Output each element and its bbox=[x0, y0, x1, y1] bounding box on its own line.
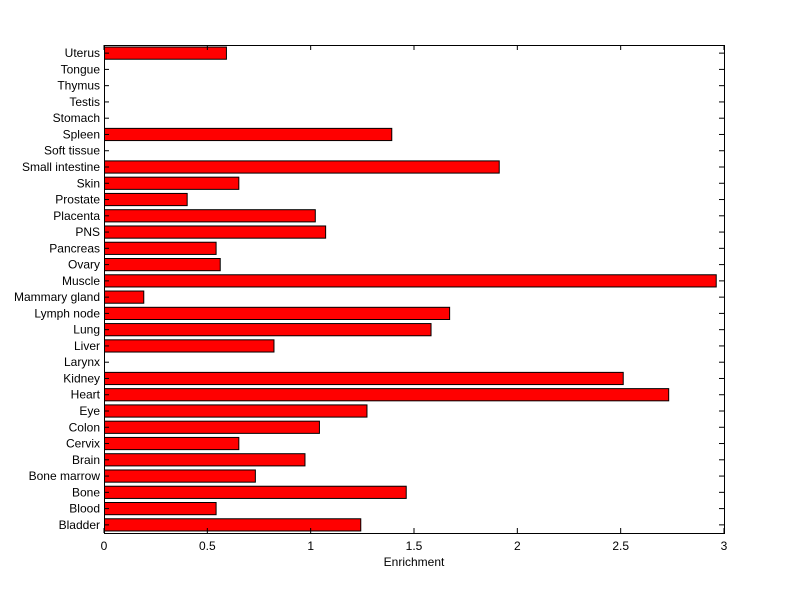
y-tick-label-kidney: Kidney bbox=[63, 371, 100, 385]
bar-heart bbox=[104, 388, 670, 402]
bar-spleen bbox=[104, 127, 393, 142]
y-tick-label-bladder: Bladder bbox=[59, 518, 100, 532]
y-tick-label-brain: Brain bbox=[72, 453, 100, 467]
bar-pancreas bbox=[104, 241, 217, 255]
bar-muscle bbox=[104, 274, 717, 288]
y-tick-label-muscle: Muscle bbox=[62, 274, 100, 288]
bar-eye bbox=[104, 404, 368, 418]
y-tick-label-skin: Skin bbox=[77, 176, 100, 190]
y-tick-label-cervix: Cervix bbox=[66, 437, 100, 451]
y-tick-label-pns: PNS bbox=[75, 225, 100, 239]
y-tick-label-liver: Liver bbox=[74, 339, 100, 353]
y-tick-label-spleen: Spleen bbox=[63, 127, 100, 141]
y-tick-label-placenta: Placenta bbox=[53, 209, 100, 223]
y-tick-label-testis: Testis bbox=[69, 95, 100, 109]
y-tick-label-bone: Bone bbox=[72, 485, 100, 499]
y-tick-label-blood: Blood bbox=[69, 502, 100, 516]
bar-kidney bbox=[104, 371, 624, 386]
bar-skin bbox=[104, 176, 240, 190]
bar-lung bbox=[104, 323, 432, 337]
bar-placenta bbox=[104, 209, 316, 223]
bar-brain bbox=[104, 453, 306, 467]
bar-uterus bbox=[104, 46, 227, 60]
y-tick-label-lymph-node: Lymph node bbox=[34, 306, 100, 320]
x-tick-label-5: 2.5 bbox=[612, 539, 629, 553]
axes-frame bbox=[104, 45, 725, 534]
bar-small-intestine bbox=[104, 160, 500, 174]
bar-bladder bbox=[104, 518, 362, 532]
y-tick-label-stomach: Stomach bbox=[53, 111, 100, 125]
bar-lymph-node bbox=[104, 306, 451, 320]
bar-prostate bbox=[104, 192, 188, 207]
x-tick-label-6: 3 bbox=[721, 539, 728, 553]
y-tick-label-lung: Lung bbox=[73, 323, 100, 337]
bar-cervix bbox=[104, 436, 240, 451]
y-tick-label-thymus: Thymus bbox=[57, 79, 100, 93]
x-tick-label-0: 0 bbox=[101, 539, 108, 553]
bar-bone-marrow bbox=[104, 469, 256, 483]
bar-liver bbox=[104, 339, 275, 353]
y-tick-label-prostate: Prostate bbox=[55, 193, 100, 207]
bars bbox=[104, 46, 717, 532]
y-tick-label-ovary: Ovary bbox=[68, 258, 100, 272]
x-tick-label-1: 0.5 bbox=[199, 539, 216, 553]
y-tick-label-pancreas: Pancreas bbox=[49, 241, 100, 255]
bar-ovary bbox=[104, 258, 221, 272]
y-tick-label-soft-tissue: Soft tissue bbox=[44, 144, 100, 158]
bar-pns bbox=[104, 225, 327, 239]
y-tick-label-heart: Heart bbox=[71, 388, 101, 402]
bar-colon bbox=[104, 420, 320, 434]
x-tick-label-3: 1.5 bbox=[406, 539, 423, 553]
bar-blood bbox=[104, 502, 217, 516]
y-tick-label-larynx: Larynx bbox=[64, 355, 100, 369]
axis-ticks: Uterus Tongue Thymus Testis Stomach Spleen Sof… bbox=[14, 45, 728, 553]
y-tick-label-eye: Eye bbox=[79, 404, 100, 418]
y-tick-label-mammary-gland: Mammary gland bbox=[14, 290, 100, 304]
y-tick-label-uterus: Uterus bbox=[65, 46, 100, 60]
y-tick-label-small-intestine: Small intestine bbox=[22, 160, 100, 174]
x-tick-label-4: 2 bbox=[514, 539, 521, 553]
x-tick-label-2: 1 bbox=[307, 539, 314, 553]
y-tick-label-tongue: Tongue bbox=[61, 62, 101, 76]
y-tick-label-bone-marrow: Bone marrow bbox=[29, 469, 101, 483]
y-tick-label-colon: Colon bbox=[69, 420, 100, 434]
bar-mammary-gland bbox=[104, 290, 145, 304]
x-axis-label: Enrichment bbox=[384, 555, 445, 569]
bar-bone bbox=[104, 485, 407, 499]
